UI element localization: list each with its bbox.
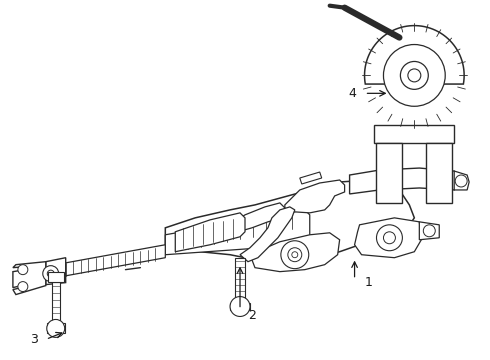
Polygon shape [52, 282, 60, 323]
Polygon shape [376, 143, 402, 203]
Polygon shape [225, 203, 285, 232]
Circle shape [376, 225, 402, 251]
Polygon shape [230, 302, 250, 310]
Text: 4: 4 [349, 87, 357, 100]
Text: 3: 3 [30, 333, 38, 346]
Polygon shape [240, 207, 295, 262]
Circle shape [18, 282, 28, 292]
Polygon shape [13, 262, 46, 294]
Polygon shape [46, 258, 66, 285]
Circle shape [47, 319, 65, 337]
Polygon shape [374, 125, 454, 143]
Circle shape [455, 175, 467, 187]
Polygon shape [349, 168, 459, 194]
Polygon shape [175, 213, 245, 252]
Circle shape [408, 69, 421, 82]
Polygon shape [250, 233, 340, 272]
Circle shape [400, 62, 428, 89]
Polygon shape [47, 323, 65, 333]
Circle shape [230, 297, 250, 316]
Text: 2: 2 [248, 309, 256, 322]
Circle shape [18, 265, 28, 275]
Polygon shape [165, 180, 415, 262]
Polygon shape [355, 218, 421, 258]
Circle shape [423, 225, 435, 237]
Circle shape [43, 266, 59, 282]
Polygon shape [48, 272, 64, 282]
Polygon shape [56, 245, 165, 278]
Polygon shape [300, 172, 322, 184]
Polygon shape [165, 210, 310, 255]
Circle shape [288, 248, 302, 262]
Circle shape [384, 45, 445, 106]
Circle shape [281, 241, 309, 269]
Polygon shape [454, 171, 469, 190]
Circle shape [292, 252, 298, 258]
Circle shape [384, 232, 395, 244]
Text: 1: 1 [365, 276, 372, 289]
Polygon shape [419, 222, 439, 240]
Polygon shape [235, 258, 245, 302]
Polygon shape [365, 26, 464, 84]
Polygon shape [285, 180, 344, 213]
Polygon shape [426, 143, 452, 203]
Circle shape [47, 270, 54, 277]
